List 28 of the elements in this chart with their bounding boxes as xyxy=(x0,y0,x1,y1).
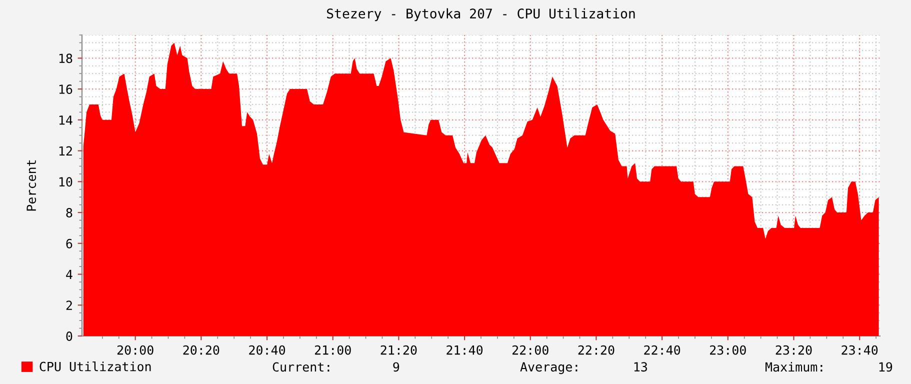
y-tick-label: 18 xyxy=(59,54,72,64)
y-tick-label: 10 xyxy=(59,177,72,187)
x-tick-label: 21:40 xyxy=(446,345,483,355)
x-tick-label: 20:20 xyxy=(183,345,220,355)
x-tick-label: 20:00 xyxy=(117,345,154,355)
x-tick-label: 21:00 xyxy=(314,345,351,355)
x-tick-label: 20:40 xyxy=(249,345,286,355)
x-tick-label: 21:20 xyxy=(380,345,417,355)
text: Average: 13 xyxy=(520,362,647,374)
y-tick-label: 16 xyxy=(59,84,72,94)
y-tick-label: 12 xyxy=(59,146,72,156)
text: Current: 9 xyxy=(272,362,400,372)
text: Maximum: 19 xyxy=(766,362,892,372)
chart-title: Stezery - Bytovka 207 - CPU Utilization xyxy=(326,8,635,22)
y-tick-label: 8 xyxy=(66,208,72,218)
y-tick-label: 0 xyxy=(66,332,72,341)
y-tick-label: 4 xyxy=(66,270,72,280)
x-tick-label: 23:20 xyxy=(776,345,812,355)
x-tick-label: 23:40 xyxy=(842,345,878,355)
x-tick-label: 23:00 xyxy=(710,345,746,355)
x-tick-label: 22:20 xyxy=(578,345,614,355)
y-tick-label: 14 xyxy=(59,116,72,125)
x-tick-label: 22:40 xyxy=(644,345,680,355)
x-tick-label: 22:00 xyxy=(512,345,548,355)
y-axis-title: Percent xyxy=(26,160,36,211)
y-tick-label: 2 xyxy=(66,300,72,310)
legend-label: CPU Utilization xyxy=(40,362,151,372)
y-tick-label: 6 xyxy=(66,238,72,248)
